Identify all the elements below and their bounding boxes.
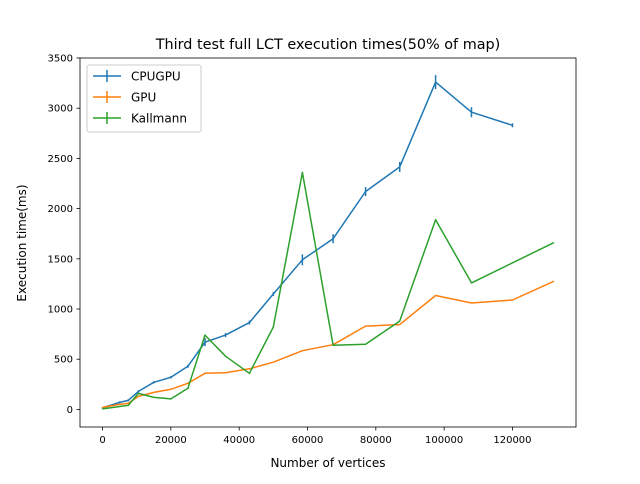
y-tick-label: 2500 <box>48 154 73 165</box>
legend-label: Kallmann <box>131 112 187 126</box>
y-tick-label: 500 <box>54 355 73 366</box>
x-tick-label: 120000 <box>493 435 531 446</box>
legend: CPUGPU GPU Kallmann <box>86 64 202 133</box>
x-axis-label: Number of vertices <box>270 456 385 470</box>
y-tick-label: 1500 <box>48 254 73 265</box>
series-cpugpu <box>101 75 514 409</box>
x-tick-label: 0 <box>99 435 105 446</box>
axes-frame <box>79 57 577 428</box>
x-tick-label: 40000 <box>223 435 255 446</box>
y-tick-label: 3500 <box>48 54 73 65</box>
chart-title: Third test full LCT execution times(50% … <box>155 37 501 53</box>
plot-area: 0 20000 40000 60000 80000 100000 120000 0 500 100… <box>48 54 577 446</box>
y-tick-label: 2000 <box>48 204 73 215</box>
x-tick-label: 80000 <box>360 435 392 446</box>
series-gpu <box>101 280 555 409</box>
legend-box <box>86 64 202 133</box>
series-kallmann <box>101 171 555 410</box>
x-tick-label: 100000 <box>425 435 463 446</box>
y-tick-label: 1000 <box>48 305 73 316</box>
legend-label: CPUGPU <box>131 70 181 84</box>
y-tick-label: 0 <box>67 405 73 416</box>
x-tick-label: 60000 <box>292 435 324 446</box>
y-axis-label: Execution time(ms) <box>15 184 29 301</box>
x-tick-label: 20000 <box>155 435 187 446</box>
legend-label: GPU <box>131 91 156 105</box>
y-tick-label: 3000 <box>48 104 73 115</box>
series-line-cpugpu <box>102 81 513 409</box>
